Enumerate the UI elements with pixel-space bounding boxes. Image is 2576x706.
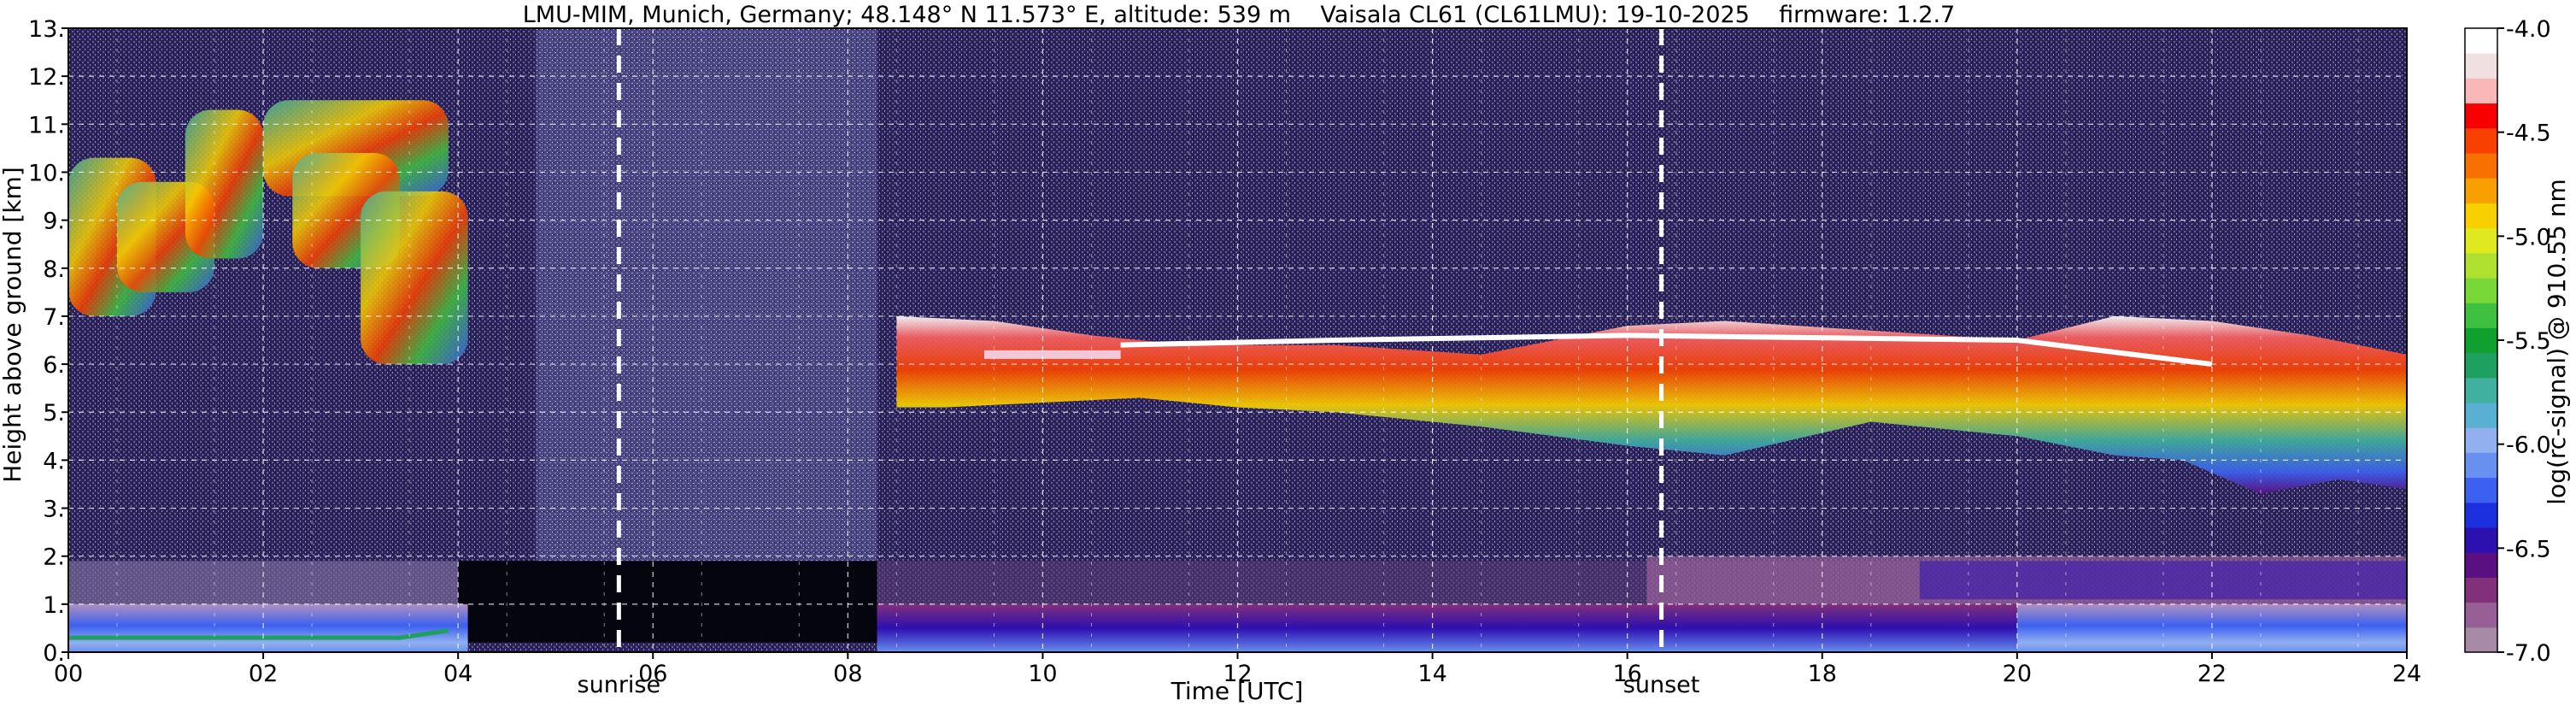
colorbar-tick-label: -5.0 <box>2506 224 2551 250</box>
x-tick-label: 00 <box>54 661 83 687</box>
y-tick-label: 1. <box>43 592 65 619</box>
colorbar-segment <box>2465 427 2497 453</box>
colorbar-tick-label: -6.0 <box>2506 432 2551 459</box>
x-tick-label: 18 <box>1808 661 1837 687</box>
colorbar: -4.0 -4.5 -5.0 -5.5 -6.0 -6.5 -7.0 <box>2464 16 2551 667</box>
y-tick-label: 13. <box>28 16 65 43</box>
chart-title: LMU-MIM, Munich, Germany; 48.148° N 11.5… <box>523 2 1956 28</box>
colorbar-segment <box>2465 103 2497 129</box>
colorbar-segment <box>2465 127 2497 154</box>
cirrus-cloud <box>185 109 264 259</box>
colorbar-tick-label: -6.5 <box>2506 536 2551 562</box>
y-axis-label: Height above ground [km] <box>0 167 26 483</box>
y-tick-label: 12. <box>28 64 65 91</box>
colorbar-label: log(rc-signal) @ 910.55 nm <box>2543 179 2571 504</box>
noise-gap <box>458 561 877 643</box>
colorbar-segment <box>2465 153 2497 179</box>
x-tick-label: 08 <box>833 661 862 687</box>
colorbar-segment <box>2465 352 2497 379</box>
y-tick-label: 8. <box>43 256 65 283</box>
colorbar-segment <box>2465 403 2497 428</box>
y-tick-label: 6. <box>43 352 65 379</box>
colorbar-tick-label: -4.5 <box>2506 121 2551 147</box>
y-axis: 0. 1. 2. 3. 4. 5. 6. 7. 8. 9. 10. 11. 12. 13. <box>28 16 68 667</box>
colorbar-segment <box>2465 303 2497 328</box>
y-tick-label: 10. <box>28 160 65 186</box>
colorbar-segment <box>2465 78 2497 104</box>
annotations: sunrise sunset <box>578 28 1700 698</box>
colorbar-segment <box>2465 452 2497 479</box>
colorbar-segment <box>2465 377 2497 403</box>
colorbar-segment <box>2465 53 2497 79</box>
boundary-layer <box>877 603 2017 652</box>
y-tick-label: 9. <box>43 209 65 235</box>
y-tick-label: 11. <box>28 112 65 138</box>
colorbar-segment <box>2465 627 2497 653</box>
sunset-label: sunset <box>1623 672 1700 698</box>
colorbar-tick-label: -7.0 <box>2506 640 2551 667</box>
x-tick-label: 10 <box>1028 661 1057 687</box>
colorbar-segment <box>2465 577 2497 603</box>
y-tick-label: 7. <box>43 304 65 331</box>
colorbar-segment <box>2465 252 2497 279</box>
x-tick-label: 04 <box>443 661 472 687</box>
y-tick-label: 5. <box>43 400 65 427</box>
colorbar-segment <box>2465 178 2497 203</box>
y-tick-label: 4. <box>43 448 65 474</box>
colorbar-segment <box>2465 227 2497 254</box>
x-axis-label: Time [UTC] <box>1171 677 1304 705</box>
colorbar-segment <box>2465 28 2497 54</box>
surface-layer <box>68 628 449 640</box>
colorbar-segment <box>2465 602 2497 628</box>
colorbar-segment <box>2465 527 2497 553</box>
cloud-layer <box>896 315 2407 494</box>
daytime-noise <box>536 28 877 562</box>
colorbar-segment <box>2465 502 2497 528</box>
grid-lines <box>68 28 2407 652</box>
x-tick-label: 06 <box>638 661 667 687</box>
y-tick-label: 3. <box>43 497 65 523</box>
colorbar-tick-label: -5.5 <box>2506 328 2551 355</box>
sunrise-label: sunrise <box>578 672 661 698</box>
x-tick-label: 12 <box>1223 661 1252 687</box>
x-tick-label: 14 <box>1417 661 1446 687</box>
cloud-top <box>1120 332 2213 368</box>
x-tick-label: 24 <box>2392 661 2421 687</box>
colorbar-segment <box>2465 327 2497 354</box>
y-tick-label: 0. <box>43 640 65 667</box>
colorbar-segment <box>2465 278 2497 303</box>
boundary-layer <box>68 603 468 652</box>
x-tick-label: 22 <box>2198 661 2227 687</box>
x-tick-label: 02 <box>249 661 278 687</box>
y-tick-label: 2. <box>43 544 65 571</box>
colorbar-segment <box>2465 477 2497 503</box>
colorbar-segment <box>2465 552 2497 578</box>
colorbar-segment <box>2465 203 2497 229</box>
cirrus-cloud <box>361 191 468 365</box>
x-tick-label: 20 <box>2003 661 2032 687</box>
x-axis: 00 02 04 06 08 10 12 14 16 18 20 22 24 <box>54 652 2421 687</box>
colorbar-tick-label: -4.0 <box>2506 16 2551 43</box>
x-tick-label: 16 <box>1612 661 1641 687</box>
